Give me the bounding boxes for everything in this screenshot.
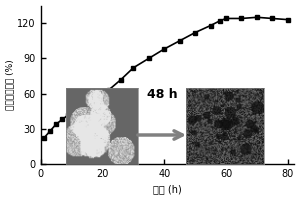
X-axis label: 时间 (h): 时间 (h) <box>153 184 182 194</box>
Y-axis label: 碗的吸附能力 (%): 碗的吸附能力 (%) <box>6 59 15 110</box>
Text: 48 h: 48 h <box>147 88 177 100</box>
